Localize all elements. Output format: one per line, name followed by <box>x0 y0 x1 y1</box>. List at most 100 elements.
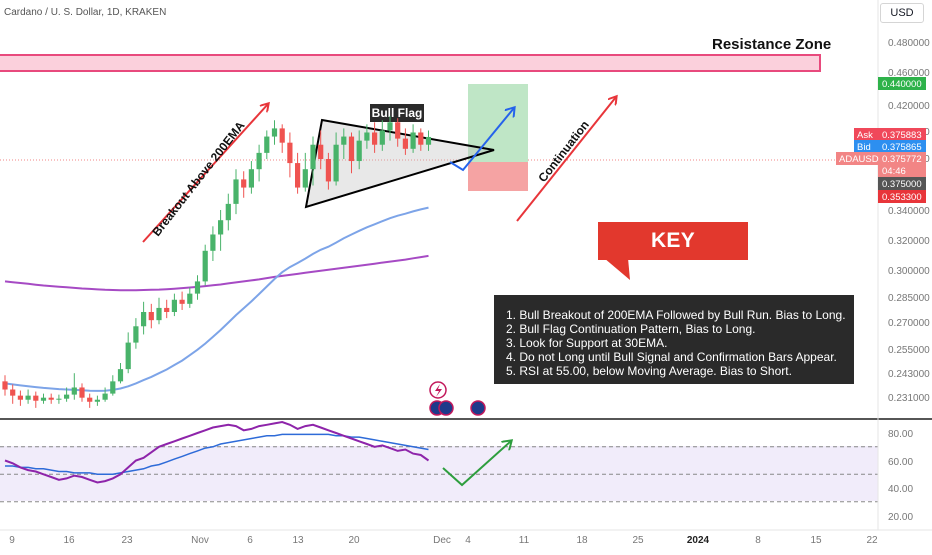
resistance-zone-label: Resistance Zone <box>712 36 831 53</box>
event-us-flag-icon[interactable] <box>470 400 486 416</box>
candle-body <box>133 326 139 343</box>
time-tick-label: 4 <box>465 535 471 546</box>
candle-body <box>218 220 224 235</box>
takeaway-item: 2. Bull Flag Continuation Pattern, Bias … <box>506 322 756 336</box>
stop-zone <box>468 162 528 191</box>
ema30-line <box>4 206 429 392</box>
candle-body <box>225 203 231 221</box>
price-badge-label: Ask <box>857 130 873 141</box>
price-badge <box>878 190 926 203</box>
candle-body <box>25 395 31 400</box>
time-tick-label: 11 <box>519 535 530 546</box>
key-takeaways-title: KEY TAKEAWAYS <box>598 222 748 290</box>
key-takeaways-pointer <box>604 258 630 280</box>
price-badge-value: 0.353300 <box>882 192 922 203</box>
price-tick-label: 0.255000 <box>888 345 930 356</box>
candle-body <box>418 132 424 145</box>
candle-body <box>248 169 254 188</box>
price-badge-value: 0.375883 <box>882 130 922 141</box>
price-badge-tag <box>854 140 878 153</box>
time-tick-label: 2024 <box>687 535 710 546</box>
candle-body <box>48 397 54 400</box>
breakout-label: Breakout Above 200EMA <box>149 118 247 238</box>
price-tick-label: 0.231000 <box>888 393 930 404</box>
candle-body <box>318 144 324 159</box>
price-tick-label: 0.285000 <box>888 293 930 304</box>
rsi-tick-label: 40.00 <box>888 484 913 495</box>
candle-body <box>210 234 216 251</box>
price-badge-value: 0.440000 <box>882 79 922 90</box>
candle-body <box>10 389 16 396</box>
candle-body <box>71 387 77 395</box>
flash-glyph <box>435 384 442 397</box>
candle-body <box>402 138 408 149</box>
time-tick-label: 20 <box>348 535 360 546</box>
continuation-arrow <box>516 97 616 222</box>
rsi-tick-label: 20.00 <box>888 512 913 523</box>
candle-body <box>171 299 177 312</box>
candle-body <box>302 169 308 188</box>
bull-flag-tag <box>370 104 424 122</box>
currency-button[interactable]: USD <box>880 3 924 23</box>
price-badge <box>878 77 926 90</box>
time-tick-label: Nov <box>191 535 209 546</box>
time-tick-label: 22 <box>866 535 878 546</box>
candle-body <box>241 179 247 188</box>
rsi-projection-arrow <box>442 441 511 487</box>
symbol-title: Cardano / U. S. Dollar, 1D, KRAKEN <box>4 7 166 18</box>
candle-body <box>410 132 416 149</box>
price-badge <box>878 140 926 153</box>
candle-body <box>17 395 23 400</box>
candle-body <box>125 342 131 370</box>
rsi-ma-line <box>5 433 429 476</box>
rsi-band <box>0 446 878 501</box>
candle-body <box>33 395 39 401</box>
time-tick-label: 23 <box>121 535 133 546</box>
price-tick-label: 0.243000 <box>888 369 930 380</box>
time-tick-label: 18 <box>576 535 588 546</box>
candle-body <box>372 132 378 145</box>
time-tick-label: 6 <box>247 535 253 546</box>
event-us-flag-icon[interactable] <box>438 400 454 416</box>
candle-body <box>287 142 293 164</box>
rsi-tick-label: 60.00 <box>888 457 913 468</box>
ema200-line <box>4 254 429 292</box>
time-tick-label: 15 <box>810 535 822 546</box>
takeaway-item: 5. RSI at 55.00, below Moving Average. B… <box>506 364 792 378</box>
candle-body <box>87 397 93 402</box>
candle-body <box>40 397 47 401</box>
candle-body <box>194 281 201 294</box>
price-tick-label: 0.300000 <box>888 266 930 277</box>
candle-body <box>117 369 124 382</box>
candle-body <box>425 136 432 145</box>
candle-body <box>187 293 193 304</box>
price-badge-label: ADAUSD <box>839 154 879 165</box>
price-tick-label: 0.480000 <box>888 38 930 49</box>
price-badge-value: 0.375772 <box>882 154 922 165</box>
candle-body <box>110 381 116 394</box>
candle-body <box>164 307 170 312</box>
price-tick-label: 0.340000 <box>888 206 930 217</box>
continuation-label: Continuation <box>535 118 592 185</box>
price-tick-label: 0.320000 <box>888 236 930 247</box>
candle-body <box>148 312 154 321</box>
price-tick-label: 0.270000 <box>888 318 930 329</box>
candle-body <box>264 136 270 153</box>
profit-zone <box>468 84 528 162</box>
candle-body <box>348 136 355 162</box>
breakout-arrow <box>142 104 268 243</box>
price-tick-label: 0.460000 <box>888 68 930 79</box>
candle-body <box>233 179 239 204</box>
price-badge <box>878 177 926 190</box>
price-badge-tag <box>854 128 878 141</box>
time-tick-label: Dec <box>433 535 451 546</box>
price-badge <box>878 152 926 165</box>
candle-body <box>102 393 108 400</box>
time-tick-label: 9 <box>9 535 15 546</box>
candle-body <box>379 130 385 145</box>
takeaway-item: 3. Look for Support at 30EMA. <box>506 336 668 350</box>
candle-body <box>333 144 339 182</box>
candle-body <box>341 136 347 145</box>
